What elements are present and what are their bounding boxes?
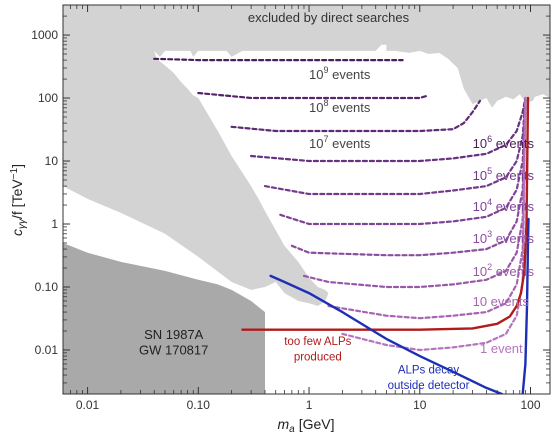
y-axis: 0.01 0.10 1 10 100 1000 <box>31 4 550 395</box>
annotation-6: 105 events <box>473 166 535 183</box>
annotation-7: 104 events <box>473 197 535 214</box>
y-tick-label: 1 <box>51 217 58 231</box>
y-tick-label: 0.10 <box>35 280 59 294</box>
x-tick-label: 10 <box>413 398 427 412</box>
x-tick-label: 0.01 <box>76 398 100 412</box>
series-line-10-events <box>263 96 527 196</box>
annotation-15: outside detector <box>388 380 470 392</box>
series-line-10-events <box>327 96 527 320</box>
x-axis: 0.01 0.10 1 10 100 <box>62 5 541 412</box>
series-line-10-events <box>250 96 527 163</box>
annotation-10: 10 events <box>473 294 530 309</box>
plot-frame <box>62 4 551 395</box>
region-sn-gw-bounds <box>63 243 265 394</box>
x-tick-label: 100 <box>520 398 540 412</box>
annotation-9: 102 events <box>473 262 535 279</box>
series-line-10-events <box>230 99 482 133</box>
y-tick-label: 10 <box>45 154 59 168</box>
series-line-extra-12 <box>521 217 530 394</box>
series-line-10-events <box>153 57 404 62</box>
y-label-rest: /f [TeV <box>9 179 25 219</box>
y-tick-label: 100 <box>38 91 58 105</box>
x-label-sub: a <box>289 424 295 435</box>
annotation-4: 107 events <box>309 134 371 151</box>
annotation-2: 109 events <box>309 65 371 82</box>
region-excluded-direct-searches <box>63 5 550 306</box>
annotation-1: excluded by direct searches <box>248 10 410 25</box>
x-tick-label: 0.10 <box>187 398 211 412</box>
annotation-14: ALPs decay <box>398 365 460 377</box>
y-tick-label: 1000 <box>31 28 58 42</box>
series-line-alps-decay-outside-detector <box>269 274 503 394</box>
series-line-10-events <box>197 91 430 100</box>
x-tick-label: 1 <box>306 398 313 412</box>
annotation-17: GW 170817 <box>139 342 208 357</box>
series-line-10-events <box>279 96 527 226</box>
y-tick-label: 0.01 <box>35 343 59 357</box>
series-line-10-events <box>290 96 527 257</box>
regions-layer <box>63 5 550 394</box>
series-line-too-few-alps-produced <box>241 96 530 331</box>
x-label-unit: [GeV] <box>299 416 335 432</box>
x-label-symbol: m <box>277 416 289 432</box>
x-axis-label: ma [GeV] <box>277 416 334 435</box>
annotation-13: produced <box>294 352 342 364</box>
annotation-3: 108 events <box>309 98 371 115</box>
annotation-12: too few ALPs <box>284 336 351 348</box>
y-label-sup: −1 <box>9 167 20 179</box>
annotations-layer: excluded by direct searches 109 events 108… <box>139 10 534 392</box>
y-label-symbol: c <box>9 229 25 236</box>
annotation-5: 106 events <box>473 134 535 151</box>
series-line-10-events <box>302 96 527 289</box>
annotation-8: 103 events <box>473 229 535 246</box>
curves-layer <box>153 57 530 394</box>
y-label-close: ] <box>9 164 25 168</box>
annotation-11: 1 event <box>480 341 523 356</box>
y-label-sub: γγ <box>17 218 28 229</box>
y-axis-label: cγγ/f [TeV−1] <box>9 164 28 236</box>
annotation-16: SN 1987A <box>144 327 204 342</box>
